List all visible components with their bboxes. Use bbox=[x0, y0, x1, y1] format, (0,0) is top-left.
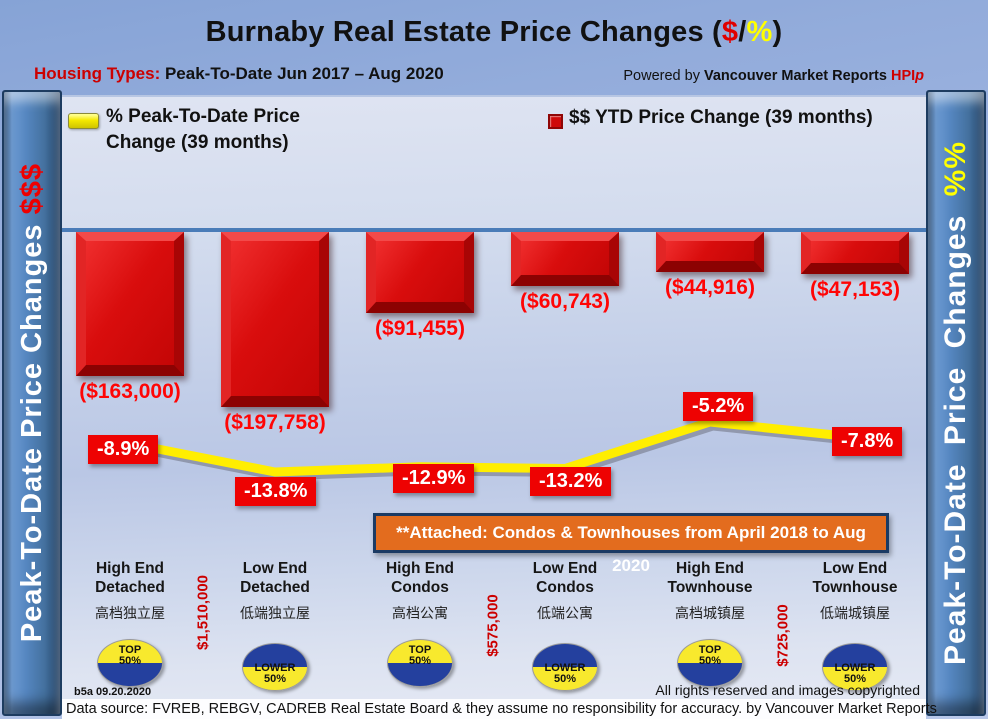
badge-line: 50% bbox=[698, 655, 722, 667]
legend-swatch-dollars bbox=[548, 114, 563, 129]
legend-label-percent: % Peak-To-Date Price Change (39 months) bbox=[106, 104, 300, 155]
category-label-zh: 高档城镇屋 bbox=[675, 605, 745, 621]
price-change-bar bbox=[511, 232, 619, 286]
hpi-label: HPI bbox=[890, 68, 916, 84]
category-label: High End Townhouse bbox=[667, 560, 753, 597]
badge-line: 50% bbox=[408, 655, 432, 667]
title-close-paren: ) bbox=[772, 16, 783, 48]
percentile-badge: TOP 50% bbox=[97, 639, 163, 687]
category-label-zh: 低端独立屋 bbox=[240, 605, 310, 621]
right-axis-percent: %% bbox=[939, 141, 972, 197]
attached-note-banner: **Attached: Condos & Townhouses from Apr… bbox=[373, 513, 889, 575]
price-change-bar bbox=[221, 232, 329, 407]
rights-text: All rights reserved and images copyright… bbox=[655, 682, 920, 698]
price-threshold-marker: $575,000 bbox=[484, 594, 501, 657]
price-change-bar bbox=[76, 232, 184, 376]
badge-line: LOWER bbox=[544, 662, 586, 674]
subtitle-period: Peak-To-Date Jun 2017 – Aug 2020 bbox=[160, 64, 444, 83]
category-label: High End Detached bbox=[95, 560, 165, 597]
bar-value-label: ($60,743) bbox=[520, 290, 610, 313]
badge-label: TOP 50% bbox=[98, 645, 162, 667]
left-axis-dollars: $$$ bbox=[15, 163, 48, 215]
bar-value-label: ($47,153) bbox=[810, 278, 900, 301]
bar-value-label: ($44,916) bbox=[665, 276, 755, 299]
percentile-badge: TOP 50% bbox=[387, 639, 453, 687]
percentile-badge: TOP 50% bbox=[677, 639, 743, 687]
hpi-p-label: p bbox=[915, 68, 924, 84]
badge-line: 50% bbox=[118, 655, 142, 667]
chart-area: % Peak-To-Date Price Change (39 months) … bbox=[62, 95, 937, 719]
percent-change-line-chart bbox=[129, 417, 859, 481]
badge-line: TOP bbox=[118, 644, 142, 656]
category-label: Low End Townhouse bbox=[812, 560, 898, 597]
price-change-bar bbox=[801, 232, 909, 274]
page-title: Burnaby Real Estate Price Changes ($/%) bbox=[62, 16, 926, 49]
category-label-zh: 高档公寓 bbox=[392, 605, 448, 621]
right-axis-text: Peak-To-Date Price Changes bbox=[939, 196, 972, 665]
category-label-zh: 高档独立屋 bbox=[95, 605, 165, 621]
powered-prefix: Powered by bbox=[623, 68, 704, 84]
legend-label-dollars: $$ YTD Price Change (39 months) bbox=[569, 107, 873, 128]
data-source-text: Data source: FVREB, REBGV, CADREB Real E… bbox=[62, 699, 937, 719]
category-label: Low End Condos bbox=[532, 560, 598, 597]
baseline-axis bbox=[62, 228, 926, 232]
legend-percent-line1: % Peak-To-Date Price bbox=[106, 106, 300, 127]
category-label-zh: 低端城镇屋 bbox=[820, 605, 890, 621]
percent-point-label: -13.8% bbox=[235, 477, 317, 506]
percentile-badge: LOWER 50% bbox=[822, 643, 888, 691]
badge-label: TOP 50% bbox=[388, 645, 452, 667]
badge-line: 50% bbox=[263, 673, 287, 685]
price-threshold-marker: $1,510,000 bbox=[194, 574, 211, 651]
badge-label: LOWER 50% bbox=[823, 663, 887, 685]
left-axis-title: Peak-To-Date Price Changes $$$ bbox=[16, 163, 49, 642]
bar-value-label: ($163,000) bbox=[79, 380, 181, 403]
housing-types-label: Housing Types: bbox=[34, 64, 161, 83]
category-label: Low End Detached bbox=[240, 560, 310, 597]
bar-value-label: ($91,455) bbox=[375, 317, 465, 340]
price-threshold-marker: $725,000 bbox=[774, 604, 791, 667]
right-axis-title: Peak-To-Date Price Changes %% bbox=[939, 141, 973, 665]
percent-point-label: -12.9% bbox=[393, 464, 475, 493]
badge-label: TOP 50% bbox=[678, 645, 742, 667]
version-stamp: b5a 09.20.2020 bbox=[74, 686, 152, 698]
category-label-zh: 低端公寓 bbox=[537, 605, 593, 621]
left-axis-column: Peak-To-Date Price Changes $$$ bbox=[2, 90, 62, 716]
price-change-bar bbox=[656, 232, 764, 272]
title-percent-sign: % bbox=[746, 16, 773, 48]
price-change-bar bbox=[366, 232, 474, 313]
badge-line: LOWER bbox=[254, 662, 296, 674]
badge-line: LOWER bbox=[834, 662, 876, 674]
title-slash: / bbox=[738, 16, 747, 48]
left-axis-text: Peak-To-Date Price Changes bbox=[15, 214, 48, 643]
right-axis-column: Peak-To-Date Price Changes %% bbox=[926, 90, 986, 716]
percent-point-label: -13.2% bbox=[530, 467, 612, 496]
powered-by: Powered by Vancouver Market Reports HPIp bbox=[623, 68, 924, 84]
legend-percent-line2: Change (39 months) bbox=[106, 131, 289, 153]
subtitle: Housing Types: Peak-To-Date Jun 2017 – A… bbox=[34, 64, 444, 84]
badge-label: LOWER 50% bbox=[533, 663, 597, 685]
badge-line: 50% bbox=[553, 673, 577, 685]
percent-line bbox=[129, 417, 856, 477]
badge-line: TOP bbox=[408, 644, 432, 656]
percentile-badge: LOWER 50% bbox=[532, 643, 598, 691]
brand-name: Vancouver Market Reports bbox=[704, 68, 891, 84]
percentile-badge: LOWER 50% bbox=[242, 643, 308, 691]
title-text: Burnaby Real Estate Price Changes ( bbox=[205, 16, 722, 48]
badge-label: LOWER 50% bbox=[243, 663, 307, 685]
legend-swatch-percent bbox=[68, 113, 99, 129]
percent-point-label: -8.9% bbox=[88, 435, 159, 464]
percent-point-label: -5.2% bbox=[683, 392, 754, 421]
category-label: High End Condos bbox=[385, 560, 455, 597]
badge-line: 50% bbox=[843, 673, 867, 685]
title-dollar-sign: $ bbox=[721, 16, 739, 48]
badge-line: TOP bbox=[698, 644, 722, 656]
bar-value-label: ($197,758) bbox=[224, 411, 326, 434]
percent-point-label: -7.8% bbox=[832, 427, 903, 456]
